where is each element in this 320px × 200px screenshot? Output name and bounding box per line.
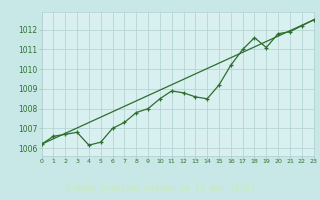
Text: Graphe pression niveau de la mer (hPa): Graphe pression niveau de la mer (hPa): [65, 184, 255, 193]
